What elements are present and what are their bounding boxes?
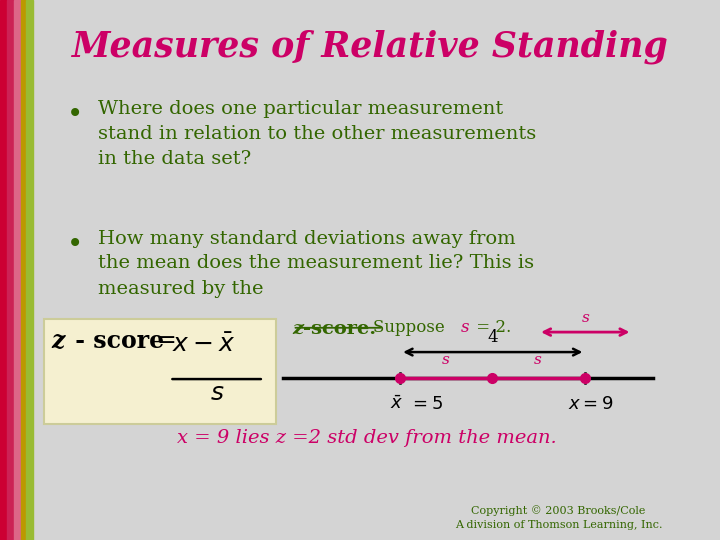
Text: -score.: -score. [302,320,376,338]
Bar [7,0,14,540]
Text: $x = 9$: $x = 9$ [569,395,614,413]
Text: $= 5$: $= 5$ [409,395,443,413]
Text: - score: - score [67,329,164,353]
Text: Where does one particular measurement
stand in relation to the other measurement: Where does one particular measurement st… [97,100,536,168]
Text: •: • [67,100,84,128]
Bar [14,0,21,540]
Bar [21,0,26,540]
Text: s: s [581,311,589,325]
Text: $s$: $s$ [210,382,225,405]
Bar [0,0,7,540]
Text: s: s [442,353,450,367]
Text: =: = [157,329,176,353]
Text: •: • [67,230,84,258]
Text: Copyright © 2003 Brooks/Cole
A division of Thomson Learning, Inc.: Copyright © 2003 Brooks/Cole A division … [454,505,662,530]
Text: x = 9 lies z =2 std dev from the mean.: x = 9 lies z =2 std dev from the mean. [177,429,557,447]
Text: s: s [534,353,542,367]
Text: Measures of Relative Standing: Measures of Relative Standing [71,30,668,64]
Text: z: z [52,329,66,353]
Text: $x - \bar{x}$: $x - \bar{x}$ [171,334,235,357]
Text: s: s [461,319,469,335]
Bar [44,319,276,424]
Text: $\bar{x}$: $\bar{x}$ [390,395,403,413]
Text: z: z [292,320,304,338]
Bar [26,0,33,540]
Text: = 2.: = 2. [471,319,511,335]
Text: How many standard deviations away from
the mean does the measurement lie? This i: How many standard deviations away from t… [97,230,534,298]
Text: 4: 4 [487,329,498,346]
Text: Suppose: Suppose [374,319,451,335]
